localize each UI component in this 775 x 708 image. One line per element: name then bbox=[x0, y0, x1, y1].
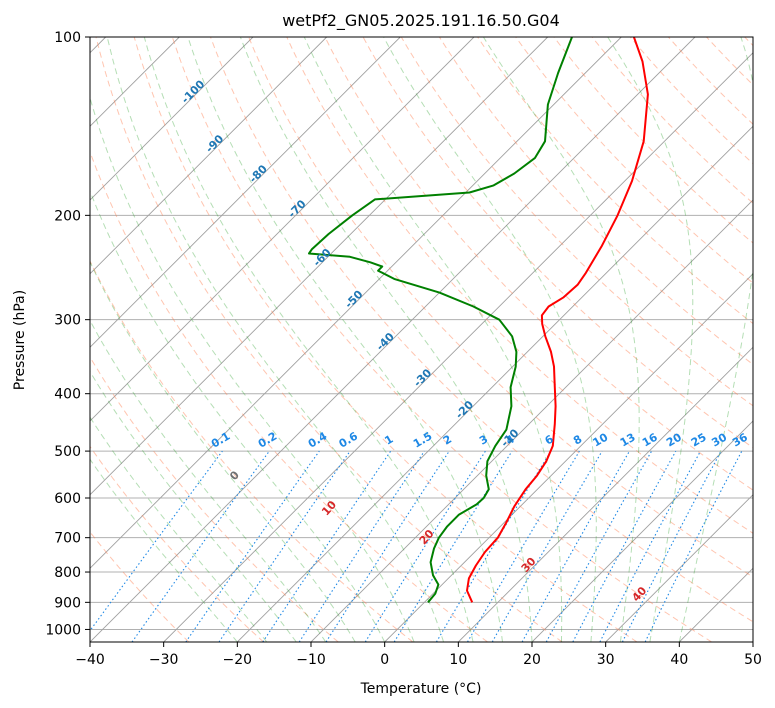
moist-adiabat-32 bbox=[482, 37, 640, 642]
isotherm--90 bbox=[90, 37, 328, 275]
moist-adiabat-28 bbox=[383, 37, 597, 642]
moist-adiabat-0 bbox=[90, 189, 386, 642]
y-tick-label: 1000 bbox=[45, 622, 81, 638]
dry-adiabat-50 bbox=[209, 37, 753, 623]
isotherm--60 bbox=[90, 37, 549, 496]
moist-adiabat--20 bbox=[90, 458, 238, 642]
x-tick-label: 20 bbox=[523, 652, 541, 668]
dry-adiabat-40 bbox=[171, 37, 712, 642]
x-axis-label: Temperature (°C) bbox=[360, 681, 482, 697]
isotherm--30 bbox=[163, 52, 753, 642]
dry-adiabat-70 bbox=[286, 37, 753, 534]
mixing-ratio-line-3 bbox=[218, 450, 351, 642]
dry-adiabat-20 bbox=[95, 37, 563, 642]
moist-adiabat--4 bbox=[90, 260, 356, 642]
axis-layer: −40 −30 −20 −10 0 10 20 30 40 50 100 200 300 400 500 60… bbox=[45, 30, 762, 668]
x-tick-label: −20 bbox=[223, 652, 253, 668]
dry-adiabat-60 bbox=[248, 37, 753, 578]
isotherm--70 bbox=[90, 37, 475, 422]
isotherm--20 bbox=[236, 125, 753, 642]
isotherm-30 bbox=[605, 494, 753, 642]
moist-adiabat-8 bbox=[106, 37, 445, 642]
mixing-ratio-line-4 bbox=[262, 450, 392, 642]
y-tick-label: 700 bbox=[54, 531, 81, 547]
dry-adiabat-10 bbox=[90, 150, 488, 642]
moist-adiabat--16 bbox=[90, 416, 268, 642]
dry-adiabat--10 bbox=[90, 356, 339, 642]
mixing-ratio-line-12 bbox=[521, 450, 630, 642]
mixing-ratio-line-2 bbox=[185, 450, 320, 642]
moist-adiabat-12 bbox=[143, 37, 474, 642]
mixing-ratio-line-5 bbox=[298, 450, 425, 642]
isotherm-0 bbox=[384, 273, 753, 642]
mixing-ratio-line-13 bbox=[545, 450, 653, 642]
x-tick-label: 50 bbox=[744, 652, 762, 668]
moist-adiabat--12 bbox=[90, 370, 297, 642]
x-tick-label: 40 bbox=[670, 652, 688, 668]
moist-adiabat-4 bbox=[90, 96, 415, 642]
y-tick-label: 600 bbox=[54, 491, 81, 507]
temperature-profile-line bbox=[466, 37, 649, 603]
mixing-ratio-line-1 bbox=[131, 450, 270, 642]
dry-adiabat-90 bbox=[362, 37, 753, 449]
dry-adiabat--20 bbox=[90, 445, 264, 642]
x-tick-label: −10 bbox=[296, 652, 326, 668]
y-tick-label: 500 bbox=[54, 444, 81, 460]
moist-adiabat-24 bbox=[303, 37, 563, 642]
moist-adiabat-16 bbox=[187, 37, 503, 642]
isotherm--100 bbox=[90, 37, 254, 201]
y-tick-label: 400 bbox=[54, 387, 81, 403]
isotherm--50 bbox=[90, 37, 622, 569]
x-tick-label: 30 bbox=[597, 652, 615, 668]
y-tick-label: 900 bbox=[54, 595, 81, 611]
dry-adiabat-80 bbox=[324, 37, 753, 491]
dewpoint-profile-line bbox=[308, 37, 573, 603]
x-tick-label: 10 bbox=[449, 652, 467, 668]
x-tick-label: −40 bbox=[75, 652, 105, 668]
isotherm-20 bbox=[531, 420, 753, 642]
dry-adiabat-30 bbox=[133, 37, 638, 642]
series-layer bbox=[308, 37, 649, 603]
y-tick-label: 300 bbox=[54, 313, 81, 329]
chart-title: wetPf2_GN05.2025.191.16.50.G04 bbox=[282, 11, 560, 31]
isotherm--40 bbox=[90, 37, 696, 642]
mixing-ratio-line-6 bbox=[325, 450, 450, 642]
mixing-ratio-line-0 bbox=[90, 450, 223, 632]
x-tick-label: 0 bbox=[380, 652, 389, 668]
moist-adiabat-20 bbox=[239, 37, 533, 642]
moist-adiabat-36 bbox=[607, 37, 694, 642]
isotherm--80 bbox=[90, 37, 401, 348]
y-tick-label: 800 bbox=[54, 565, 81, 581]
dry-adiabat-100 bbox=[400, 37, 753, 407]
y-axis-label: Pressure (hPa) bbox=[12, 290, 28, 390]
plot-frame bbox=[89, 36, 754, 643]
x-tick-label: −30 bbox=[149, 652, 179, 668]
moist-adiabat-40 bbox=[678, 37, 753, 642]
y-tick-label: 100 bbox=[54, 30, 81, 46]
y-tick-label: 200 bbox=[54, 208, 81, 224]
mixing-ratio-line-17 bbox=[644, 450, 743, 642]
isotherm--10 bbox=[310, 199, 753, 642]
dry-adiabat-110 bbox=[438, 37, 753, 366]
moist-adiabat--8 bbox=[90, 319, 327, 642]
isotherm-10 bbox=[457, 346, 753, 642]
mixing-ratio-line-14 bbox=[572, 450, 677, 642]
